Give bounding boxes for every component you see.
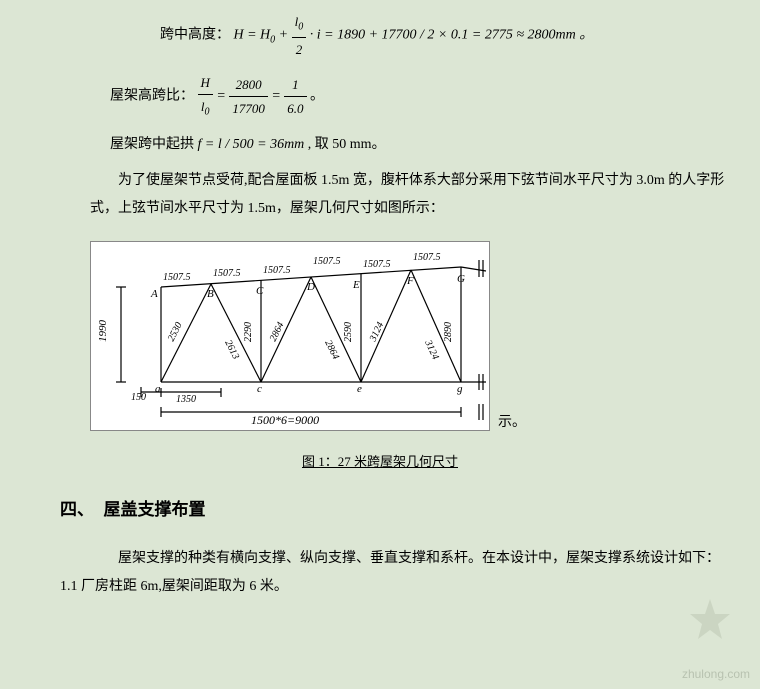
node-C: C	[256, 285, 264, 297]
eq2-label: 屋架高跨比：	[110, 89, 194, 104]
section-title: 屋盖支撑布置	[103, 500, 205, 519]
bnode-a: a	[155, 383, 161, 395]
eq1-lhs: H = H	[234, 28, 271, 43]
eq2-frac1-num: H	[198, 71, 213, 95]
paragraph-item-1-1: 1.1 厂房柱距 6m,屋架间距取为 6 米。	[30, 573, 730, 601]
dl-2: 2290	[243, 322, 254, 342]
top-2: 1507.5	[263, 265, 291, 276]
watermark-icon	[680, 594, 740, 659]
equation-mid-height: 跨中高度： H = H 0 + l0 2 · i = 1890 + 17700 /…	[30, 10, 730, 61]
eq2-frac1-den-sub: 0	[205, 107, 210, 118]
truss-svg: 1990 150 1350 1500*6=9000 1507.5 1507.5 …	[91, 242, 491, 432]
eq1-plus: +	[275, 28, 291, 43]
top-3: 1507.5	[313, 256, 341, 267]
bnode-c: c	[257, 383, 262, 395]
section-num: 四、	[60, 500, 94, 519]
dim-total: 1500*6=9000	[251, 413, 319, 427]
bnode-g: g	[457, 383, 463, 395]
eq2-frac3-den: 6.0	[284, 97, 306, 120]
eq2-eq1: =	[216, 89, 229, 104]
node-G: G	[457, 273, 465, 285]
top-1: 1507.5	[213, 268, 241, 279]
dl-4: 2864	[322, 339, 341, 362]
top-4: 1507.5	[363, 259, 391, 270]
dl-7: 3124	[422, 338, 441, 362]
eq2-frac2-den: 17700	[229, 97, 268, 120]
eq2-frac3: 1 6.0	[284, 73, 306, 121]
eq3-formula: f = l / 500 = 36mm	[198, 137, 305, 152]
truss-diagram: 1990 150 1350 1500*6=9000 1507.5 1507.5 …	[90, 241, 490, 431]
dim-150: 150	[131, 392, 146, 403]
eq1-frac-sub: 0	[298, 22, 303, 33]
dim-left: 1990	[97, 320, 109, 343]
dim-1350: 1350	[176, 394, 196, 405]
eq1-frac-den: 2	[292, 38, 307, 61]
eq3-tail: , 取 50 mm。	[308, 137, 386, 152]
top-0: 1507.5	[163, 272, 191, 283]
eq2-frac2-num: 2800	[229, 73, 268, 97]
paragraph-bracing: 屋架支撑的种类有横向支撑、纵向支撑、垂直支撑和系杆。在本设计中，屋架支撑系统设计…	[30, 545, 730, 573]
section-heading: 四、 屋盖支撑布置	[60, 495, 730, 520]
equation-camber: 屋架跨中起拱 f = l / 500 = 36mm , 取 50 mm。	[30, 132, 730, 157]
dl-8: 2890	[443, 322, 454, 342]
eq1-rest: · i = 1890 + 17700 / 2 × 0.1 = 2775 ≈ 28…	[310, 28, 593, 43]
paragraph-description: 为了使屋架节点受荷,配合屋面板 1.5m 宽，腹杆体系大部分采用下弦节间水平尺寸…	[30, 167, 730, 223]
bnode-e: e	[357, 383, 362, 395]
figure-caption: 图 1：27 米跨屋架几何尺寸	[30, 451, 730, 470]
eq3-label: 屋架跨中起拱	[110, 137, 198, 152]
dl-1: 2613	[222, 339, 241, 362]
watermark-text: zhulong.com	[682, 667, 750, 681]
dl-3: 2864	[268, 321, 287, 344]
dl-5: 2590	[343, 322, 354, 342]
node-B: B	[207, 288, 214, 300]
node-F: F	[406, 275, 414, 287]
figure-suffix: 示。	[498, 411, 526, 431]
eq2-eq2: =	[271, 89, 284, 104]
eq2-frac3-num: 1	[284, 73, 306, 97]
eq2-tail: 。	[310, 89, 324, 104]
figure-wrapper: 1990 150 1350 1500*6=9000 1507.5 1507.5 …	[90, 241, 730, 431]
eq1-frac: l0 2	[292, 10, 307, 61]
eq2-frac2: 2800 17700	[229, 73, 268, 121]
node-D: D	[306, 281, 315, 293]
node-A: A	[150, 288, 158, 300]
eq1-label: 跨中高度：	[160, 28, 230, 43]
node-E: E	[352, 279, 360, 291]
top-5: 1507.5	[413, 252, 441, 263]
eq2-frac1: H l0	[198, 71, 213, 122]
equation-height-span-ratio: 屋架高跨比： H l0 = 2800 17700 = 1 6.0 。	[30, 71, 730, 122]
